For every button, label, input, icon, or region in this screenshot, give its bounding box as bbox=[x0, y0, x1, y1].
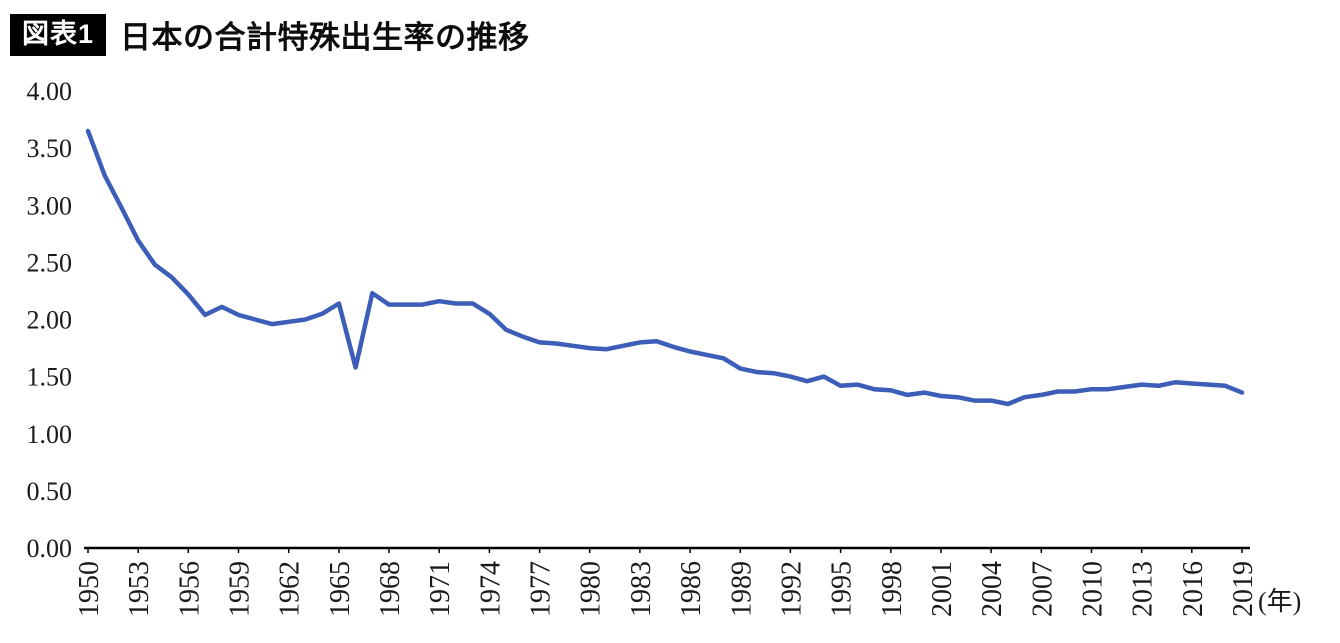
x-axis-tick-label: 2019 bbox=[1228, 561, 1259, 617]
x-axis-tick-label: 1986 bbox=[676, 561, 707, 617]
fertility-rate-line bbox=[85, 128, 1245, 407]
x-axis-tick-label: 1968 bbox=[375, 561, 406, 617]
x-axis-tick-label: 2007 bbox=[1027, 561, 1058, 617]
x-axis-tick-label: 1965 bbox=[325, 561, 356, 617]
x-axis-tick-label: 2004 bbox=[977, 561, 1008, 617]
x-axis-tick-label: 1950 bbox=[74, 561, 105, 617]
fertility-rate-line-chart: 0.00 0.50 1.00 1.50 2.00 2.50 3.00 3.50 4.00 1950… bbox=[27, 77, 1302, 617]
y-axis-tick-label: 2.00 bbox=[27, 306, 73, 335]
x-axis-tick-label: 1992 bbox=[776, 561, 807, 617]
x-axis-tick-label: 1980 bbox=[576, 561, 607, 617]
x-axis-tick-label: 1977 bbox=[526, 561, 557, 617]
y-axis-tick-label: 4.00 bbox=[27, 77, 73, 106]
chart-title: 日本の合計特殊出生率の推移 bbox=[120, 20, 530, 55]
y-axis-tick-label: 3.00 bbox=[27, 191, 73, 220]
x-axis-tick-label: 1974 bbox=[475, 561, 506, 617]
y-axis-tick-label: 1.50 bbox=[27, 363, 73, 392]
x-axis-tick-label: 1998 bbox=[877, 561, 908, 617]
x-axis-tick-label: 1983 bbox=[626, 561, 657, 617]
y-axis-tick-label: 1.00 bbox=[27, 420, 73, 449]
x-axis-tick-label: 1962 bbox=[275, 561, 306, 617]
y-axis-tick-label: 0.00 bbox=[27, 534, 73, 563]
y-axis-tick-label: 3.50 bbox=[27, 134, 73, 163]
x-axis-tick-label: 1989 bbox=[726, 561, 757, 617]
x-axis-tick-label: 2010 bbox=[1078, 561, 1109, 617]
y-axis-tick-label: 2.50 bbox=[27, 248, 73, 277]
chart-header: 図表1 日本の合計特殊出生率の推移 bbox=[10, 12, 530, 57]
x-axis-tick-label: 2013 bbox=[1128, 561, 1159, 617]
x-axis-tick-label: 1956 bbox=[174, 561, 205, 617]
x-axis-unit-label: (年) bbox=[1258, 587, 1301, 616]
x-axis-tick-label: 1995 bbox=[827, 561, 858, 617]
x-axis-tick-label: 1971 bbox=[425, 561, 456, 617]
x-axis-tick-label: 1953 bbox=[124, 561, 155, 617]
x-axis-tick-label: 1959 bbox=[225, 561, 256, 617]
x-axis-tick-label: 2001 bbox=[927, 561, 958, 617]
y-axis-tick-label: 0.50 bbox=[27, 477, 73, 506]
x-axis-tick-label: 2016 bbox=[1178, 561, 1209, 617]
figure-number-badge: 図表1 bbox=[10, 13, 107, 56]
